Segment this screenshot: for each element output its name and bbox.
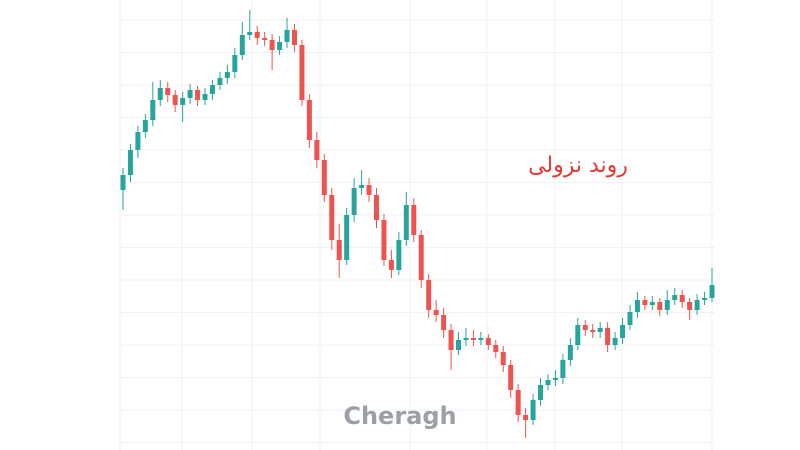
candle-body (426, 280, 432, 310)
candle-body (336, 240, 342, 260)
candle-body (247, 32, 253, 35)
candle-body (493, 345, 499, 352)
candle-body (284, 30, 290, 42)
candle-body (441, 315, 447, 330)
candle-body (627, 312, 633, 325)
candle-body (135, 132, 141, 150)
candle-body (359, 185, 365, 188)
candle-body (150, 100, 156, 120)
candle-body (567, 345, 573, 360)
candle-body (515, 390, 521, 415)
candle-body (321, 160, 327, 195)
candle-body (373, 195, 379, 220)
candle-body (127, 150, 133, 175)
candle-body (679, 295, 685, 302)
candle-body (209, 85, 215, 94)
candle-body (530, 400, 536, 420)
candle-body (649, 302, 655, 305)
candle-body (545, 380, 551, 385)
candle-body (687, 302, 693, 310)
candle-body (381, 220, 387, 260)
candle-body (634, 300, 640, 312)
candle-body (254, 32, 260, 38)
candle-body (239, 35, 245, 55)
candle-body (485, 338, 491, 345)
candle-body (232, 55, 238, 72)
candle-body (508, 365, 514, 390)
candle-body (291, 30, 297, 45)
candle-body (694, 300, 700, 310)
candle-body (187, 90, 193, 98)
candle-body (351, 188, 357, 215)
candle-body (157, 88, 163, 100)
candle-body (456, 340, 462, 350)
candle-body (217, 78, 223, 85)
candle-body (403, 205, 409, 240)
candle-body (590, 330, 596, 332)
candle-body (538, 385, 544, 400)
candle-body (612, 338, 618, 345)
candle-body (195, 90, 201, 100)
candle-body (642, 300, 648, 305)
candle-body (396, 240, 402, 270)
candle-body (142, 120, 148, 132)
candle-body (202, 94, 208, 100)
candle-body (314, 140, 320, 160)
candle-body (597, 328, 603, 332)
candle-body (664, 300, 670, 310)
candle-body (478, 338, 484, 340)
annotation: روند نزولی (528, 153, 628, 178)
candle-body (388, 260, 394, 270)
candle-body (709, 285, 715, 298)
candle-body (433, 310, 439, 315)
candle-body (418, 235, 424, 280)
candle-body (165, 88, 171, 95)
candle-body (470, 338, 476, 340)
candle-body (269, 40, 275, 50)
candle-body (262, 38, 268, 40)
candle-body (172, 95, 178, 105)
candles (120, 10, 715, 438)
candle-body (657, 302, 663, 310)
candle-body (463, 338, 469, 340)
candle-body (575, 325, 581, 345)
candle-body (366, 185, 372, 195)
grid (119, 0, 715, 450)
candle-body (329, 195, 335, 240)
candle-body (605, 328, 611, 345)
candle-body (500, 352, 506, 365)
candle-body (523, 415, 529, 420)
candle-body (180, 98, 186, 105)
candle-body (672, 295, 678, 300)
candle-body (620, 325, 626, 338)
candle-body (120, 175, 126, 190)
candle-body (411, 205, 417, 235)
candle-body (552, 378, 558, 380)
candle-body (344, 215, 350, 260)
candle-body (306, 100, 312, 140)
candle-body (299, 45, 305, 100)
candle-body (448, 330, 454, 350)
candle-body (702, 298, 708, 300)
watermark: Cheragh (343, 402, 456, 430)
candle-body (224, 72, 230, 78)
candle-body (560, 360, 566, 378)
candle-body (277, 42, 283, 50)
candle-body (582, 325, 588, 330)
